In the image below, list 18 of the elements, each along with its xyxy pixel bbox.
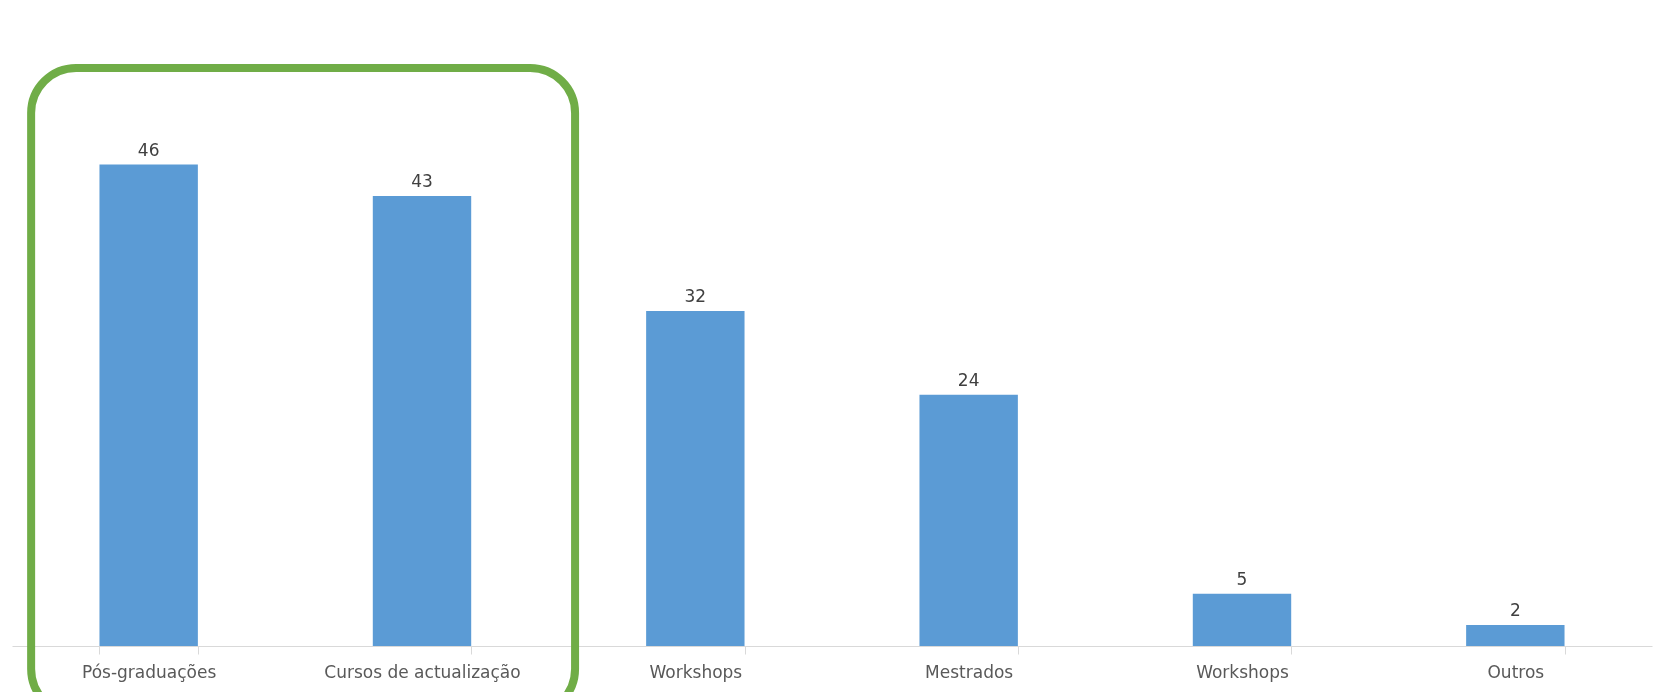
bar	[99, 164, 198, 646]
bar	[1466, 625, 1565, 646]
data-label: 2	[1509, 600, 1521, 621]
data-label: 43	[411, 170, 433, 191]
data-label: 5	[1236, 568, 1248, 589]
data-label: 46	[137, 139, 160, 160]
x-tick-label: Workshops	[649, 661, 743, 682]
bar	[372, 195, 472, 646]
x-tick-label: Outros	[1487, 661, 1545, 682]
x-tick-label: Cursos de actualização	[324, 661, 521, 682]
x-tick-label: Workshops	[1196, 661, 1289, 682]
x-tick-label: Pós-graduações	[82, 661, 217, 682]
x-tick-label: Mestrados	[925, 661, 1014, 682]
data-label: 24	[957, 369, 980, 390]
data-label: 32	[684, 286, 707, 307]
bar	[646, 311, 745, 646]
bar	[1192, 593, 1292, 646]
bar	[919, 394, 1018, 646]
